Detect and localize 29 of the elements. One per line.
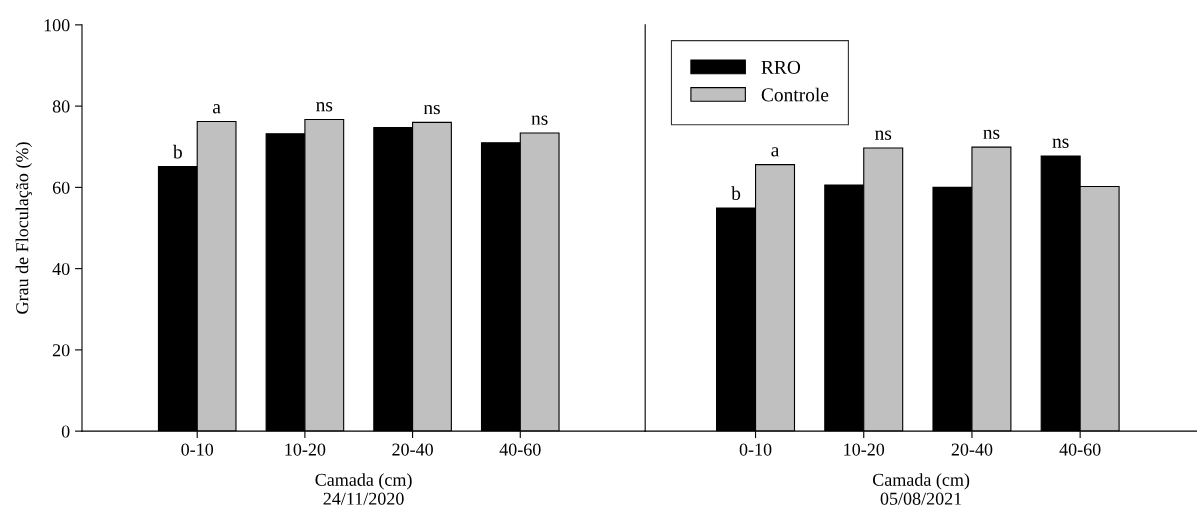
annotation: ns: [1052, 138, 1069, 148]
annotation: b: [731, 186, 741, 200]
annotation: b: [172, 144, 182, 159]
annotation: ns: [423, 104, 440, 115]
y-tick-label: 80: [52, 100, 70, 113]
y-tick-label: 20: [52, 344, 70, 357]
x-tick-label: 10-20: [844, 443, 885, 456]
annotation: ns: [875, 130, 892, 140]
y-tick-label: 100: [44, 19, 70, 32]
annotation: ns: [531, 115, 548, 125]
x-tick-label: 40-60: [1059, 443, 1101, 456]
x-tick-label: 10-20: [285, 443, 326, 456]
x-tick-label: 0-10: [739, 443, 772, 456]
annotation: ns: [983, 129, 1000, 140]
annotation: ns: [316, 102, 333, 112]
x-tick-label: 40-60: [499, 443, 541, 456]
x-tick-label: 20-40: [951, 443, 993, 456]
y-tick-label: 60: [52, 181, 70, 194]
x-axis-title: Camada (cm) 24/11/2020: [315, 473, 412, 505]
annotation: a: [212, 104, 221, 114]
legend-label: RRO: [761, 60, 801, 74]
x-tick-label: 20-40: [392, 443, 433, 456]
annotation: a: [771, 147, 780, 157]
y-axis-title: Grau de Floculação (%): [15, 142, 32, 314]
y-tick-label: 0: [61, 425, 70, 438]
legend-label: Controle: [761, 87, 829, 102]
x-tick-label: 0-10: [181, 443, 214, 456]
x-axis-title: Camada (cm) 05/08/2021: [872, 473, 970, 505]
y-tick-label: 40: [52, 262, 70, 276]
